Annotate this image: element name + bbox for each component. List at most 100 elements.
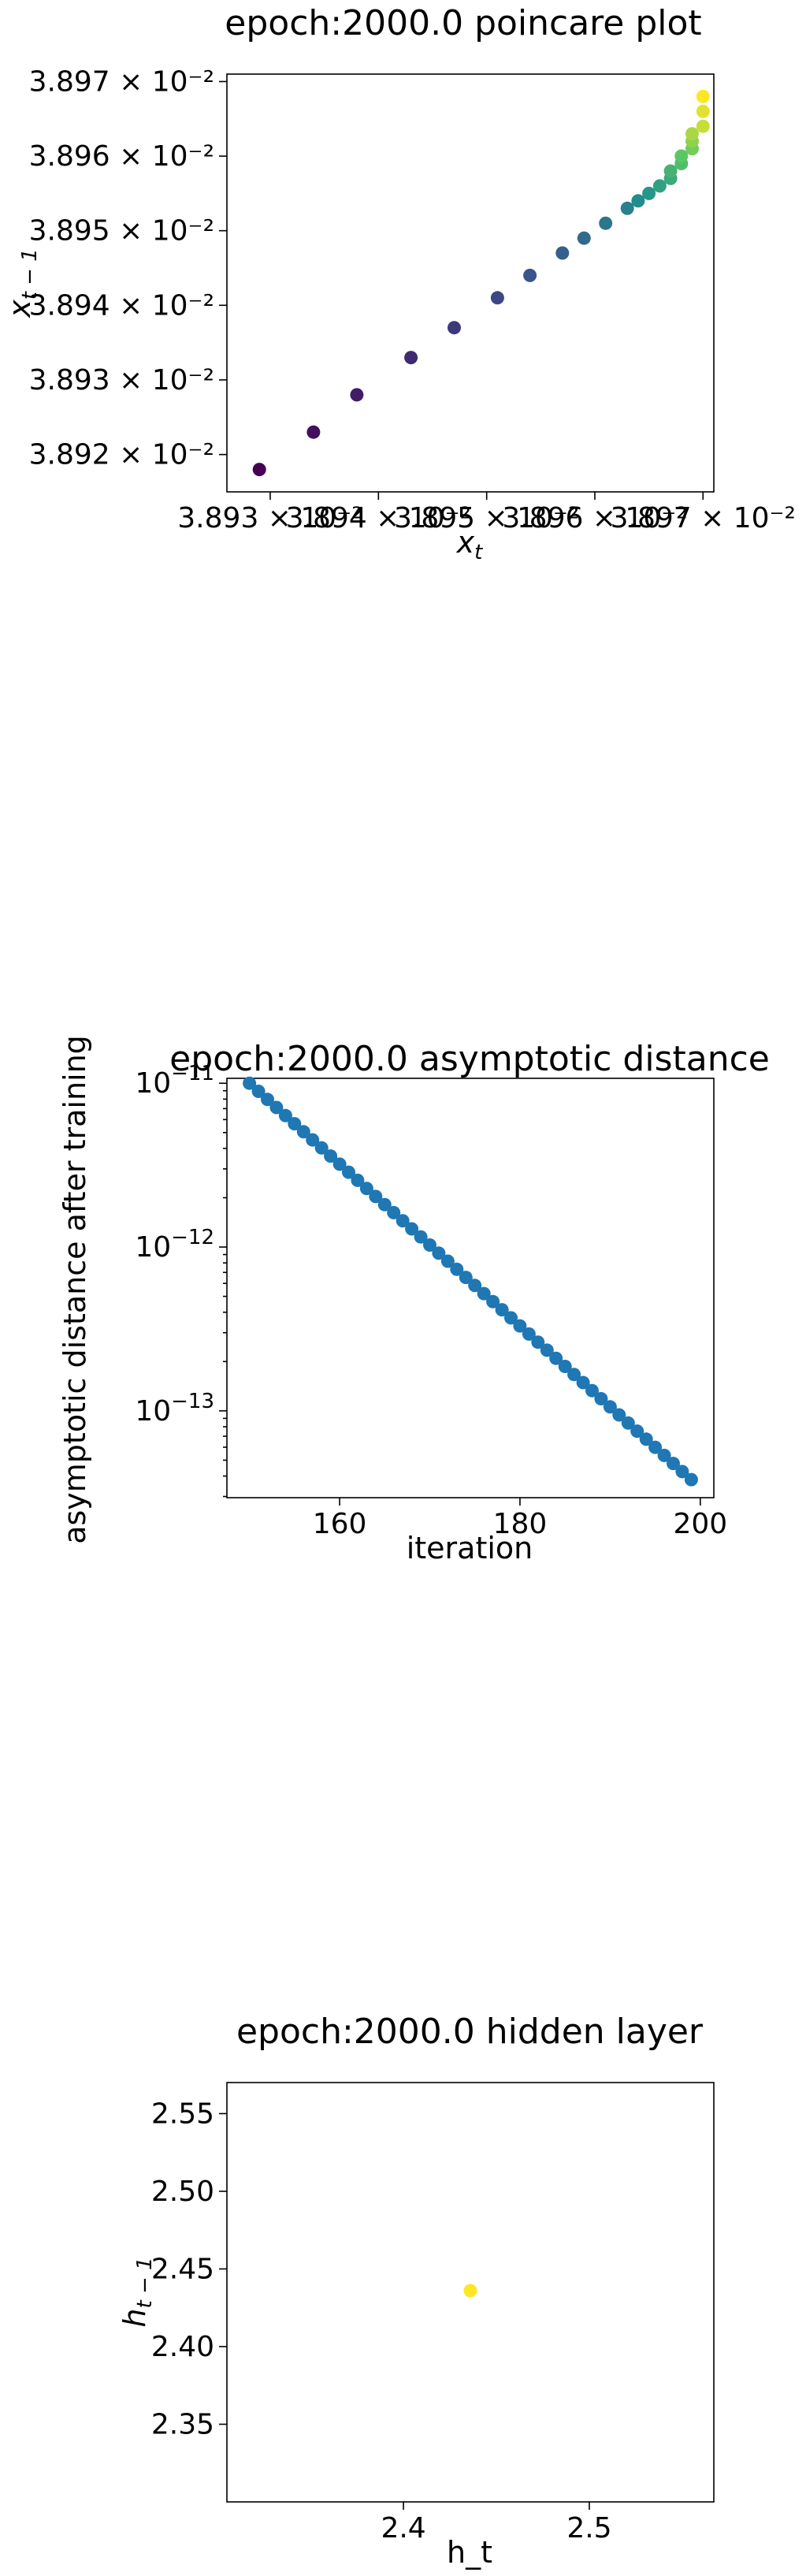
chart2-point [278, 1108, 292, 1122]
chart2-point [359, 1182, 373, 1196]
chart2-point [675, 1465, 689, 1479]
chart3-y-axis-label: ht − 1 [117, 2257, 157, 2327]
chart2-point [648, 1440, 663, 1454]
chart1-x-tick-label: 3.896 × 10⁻² [502, 502, 687, 534]
chart2-x-tick-label: 180 [493, 1508, 548, 1540]
chart2-point [306, 1133, 320, 1147]
chart2-point [603, 1400, 617, 1414]
chart2-point [567, 1368, 581, 1382]
chart2-point [639, 1432, 653, 1446]
chart1-x-axis-label: xt [456, 525, 484, 564]
chart2-points [243, 1076, 698, 1487]
chart1-point [404, 351, 418, 365]
chart3-x-axis-label: h_t [447, 2535, 492, 2570]
chart1-point [577, 231, 591, 245]
chart1-y-tick-label: 3.896 × 10⁻² [29, 140, 214, 173]
chart3-y-tick-label: 2.45 [151, 2253, 214, 2285]
chart3-x-tick-label: 2.4 [381, 2512, 425, 2544]
asymptotic-distance-chart: epoch:2000.0 asymptotic distance 160 180 2… [58, 1035, 770, 1565]
chart3-x-tick-label: 2.5 [566, 2512, 611, 2544]
chart2-point [423, 1238, 436, 1252]
chart1-point [306, 425, 321, 439]
chart2-point [549, 1351, 563, 1365]
chart2-point [332, 1157, 347, 1171]
chart1-point [555, 246, 570, 260]
chart2-point [558, 1360, 572, 1373]
chart2-point [296, 1125, 310, 1139]
chart2-point [369, 1189, 383, 1204]
chart2-point [495, 1303, 509, 1317]
chart3-title: epoch:2000.0 hidden layer [236, 2012, 704, 2052]
chart2-point [432, 1246, 446, 1260]
chart2-y-tick-label: 10−13 [135, 1390, 214, 1428]
chart1-point [599, 216, 613, 230]
chart2-point [486, 1294, 500, 1308]
chart3-plot-frame [226, 2082, 715, 2503]
chart2-plot-frame [226, 1078, 715, 1498]
chart1-point [620, 201, 634, 215]
chart3-y-tick-label: 2.40 [151, 2331, 214, 2363]
chart2-point [243, 1076, 257, 1090]
chart2-point [594, 1392, 608, 1405]
chart2-point [540, 1343, 554, 1357]
chart1-point [674, 149, 689, 163]
chart1-point [696, 119, 710, 133]
chart1-x-ticks: 3.893 × 10⁻²3.894 × 10⁻²3.895 × 10⁻²3.89… [177, 492, 796, 534]
chart2-point [405, 1222, 419, 1236]
poincare-plot-chart: epoch:2000.0 poincare plot 3.893 × 10⁻²3… [2, 3, 796, 564]
chart2-point [477, 1286, 491, 1301]
chart1-point [490, 291, 504, 305]
chart3-x-ticks: 2.4 2.5 [381, 2502, 612, 2544]
chart2-point [440, 1254, 455, 1268]
chart1-plot-frame [226, 73, 715, 493]
chart2-x-ticks: 160 180 200 [313, 1498, 727, 1540]
chart2-point [684, 1472, 698, 1487]
chart3-y-tick-label: 2.35 [151, 2408, 214, 2440]
chart2-point [576, 1375, 590, 1390]
chart2-point [667, 1457, 680, 1471]
chart2-point [630, 1424, 644, 1439]
chart1-y-tick-label: 3.895 × 10⁻² [29, 215, 214, 248]
chart1-y-axis-label: xt − 1 [2, 248, 42, 318]
chart1-point [350, 388, 364, 402]
chart2-point [459, 1271, 473, 1285]
chart1-y-tick-label: 3.892 × 10⁻² [29, 439, 214, 471]
chart1-point [448, 321, 461, 335]
chart1-point [685, 127, 699, 141]
chart2-point [324, 1149, 338, 1163]
chart2-x-axis-label: iteration [407, 1531, 533, 1565]
chart1-point [696, 104, 710, 118]
chart2-point [414, 1230, 428, 1244]
chart1-title: epoch:2000.0 poincare plot [225, 3, 701, 43]
chart3-points [463, 2284, 477, 2298]
chart1-y-tick-label: 3.893 × 10⁻² [29, 364, 214, 396]
chart2-title: epoch:2000.0 asymptotic distance [169, 1039, 770, 1079]
chart1-x-tick-label: 3.894 × 10⁻² [286, 502, 471, 534]
chart2-x-tick-label: 160 [313, 1508, 367, 1540]
chart3-y-ticks: 2.35 2.40 2.45 2.50 2.55 [151, 2098, 227, 2440]
chart1-point [252, 463, 266, 477]
chart2-point [468, 1279, 482, 1293]
chart1-point [642, 186, 656, 200]
hidden-layer-chart: epoch:2000.0 hidden layer 2.4 2.5 2.35 2.4… [117, 2012, 715, 2570]
chart2-point [342, 1165, 355, 1179]
chart1-x-tick-label: 3.897 × 10⁻² [611, 502, 796, 534]
chart2-point [504, 1311, 518, 1325]
chart2-point [269, 1100, 284, 1115]
chart1-x-tick-label: 3.893 × 10⁻² [177, 502, 362, 534]
chart2-point [450, 1262, 464, 1276]
chart2-point [251, 1085, 266, 1098]
chart2-point [314, 1141, 329, 1155]
chart2-point [522, 1327, 536, 1341]
chart1-point [523, 268, 537, 282]
chart3-y-tick-label: 2.55 [151, 2098, 214, 2130]
chart2-point [531, 1335, 545, 1349]
chart1-point [663, 164, 678, 178]
chart2-y-ticks: 10−11 10−12 10−13 [135, 1062, 227, 1498]
chart2-point [585, 1383, 599, 1398]
chart2-point [396, 1214, 410, 1228]
chart2-point [351, 1173, 365, 1187]
chart2-x-tick-label: 200 [673, 1508, 727, 1540]
chart1-y-tick-label: 3.894 × 10⁻² [29, 289, 214, 322]
chart2-point [377, 1197, 392, 1212]
